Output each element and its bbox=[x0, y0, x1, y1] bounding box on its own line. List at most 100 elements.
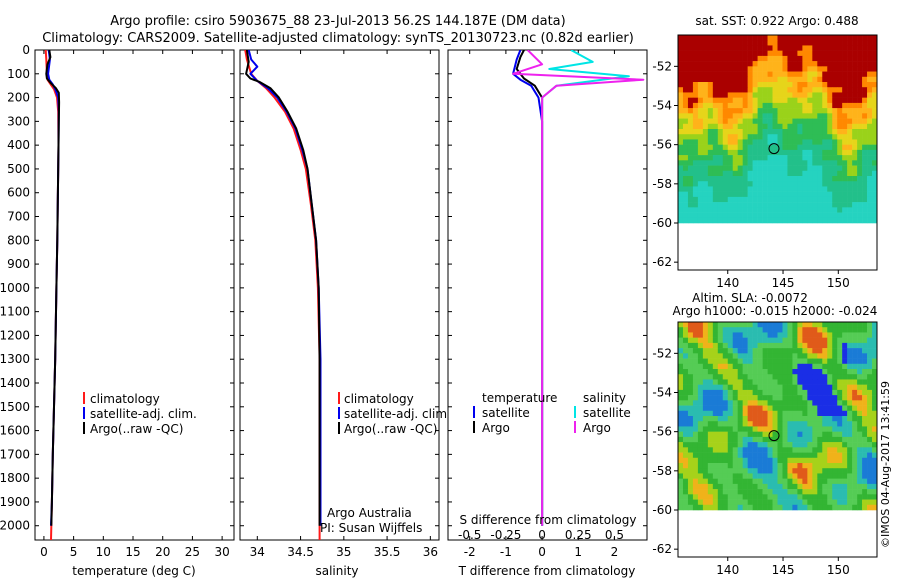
heatmap-cell bbox=[782, 123, 788, 130]
heatmap-cell bbox=[807, 374, 813, 380]
heatmap-cell bbox=[742, 191, 748, 198]
heatmap-cell bbox=[717, 212, 724, 219]
heatmap-cell bbox=[817, 410, 823, 417]
heatmap-cell bbox=[802, 421, 808, 427]
heatmap-cell bbox=[862, 149, 868, 156]
heatmap-cell bbox=[812, 447, 818, 453]
heatmap-cell bbox=[797, 342, 803, 349]
heatmap-cell bbox=[842, 494, 848, 500]
heatmap-cell bbox=[712, 353, 719, 359]
heatmap-cell bbox=[682, 170, 689, 177]
heatmap-cell bbox=[762, 40, 768, 46]
heatmap-cell bbox=[742, 384, 748, 391]
heatmap-cell bbox=[712, 473, 719, 479]
heatmap-cell bbox=[742, 468, 748, 474]
heatmap-cell bbox=[847, 322, 853, 328]
heatmap-cell bbox=[797, 176, 803, 182]
heatmap-cell bbox=[792, 499, 798, 506]
heatmap-cell bbox=[862, 332, 868, 338]
heatmap-cell bbox=[727, 483, 734, 490]
heatmap-cell bbox=[727, 358, 734, 365]
heatmap-cell bbox=[682, 369, 689, 375]
heatmap-cell bbox=[707, 76, 714, 83]
heatmap-cell bbox=[782, 348, 788, 354]
heatmap-cell bbox=[827, 71, 833, 78]
heatmap-cell bbox=[797, 483, 803, 490]
series-line-argo bbox=[245, 50, 321, 526]
heatmap-cell bbox=[872, 374, 878, 380]
heatmap-cell bbox=[822, 405, 828, 412]
heatmap-cell bbox=[712, 405, 719, 412]
heatmap-cell bbox=[692, 473, 699, 479]
heatmap-cell bbox=[717, 191, 724, 198]
heatmap-cell bbox=[757, 489, 763, 495]
heatmap-cell bbox=[678, 102, 684, 109]
heatmap-cell bbox=[872, 149, 878, 156]
heatmap-cell bbox=[757, 155, 763, 161]
heatmap-cell bbox=[742, 40, 748, 46]
heatmap-cell bbox=[732, 71, 738, 78]
heatmap-cell bbox=[827, 457, 833, 464]
heatmap-cell bbox=[692, 149, 699, 156]
heatmap-cell bbox=[702, 123, 709, 130]
x-tick-label: 34.5 bbox=[287, 545, 314, 559]
heatmap-cell bbox=[737, 87, 743, 93]
heatmap-cell bbox=[737, 452, 743, 459]
heatmap-cell bbox=[757, 353, 763, 359]
heatmap-cell bbox=[747, 436, 753, 443]
heatmap-cell bbox=[727, 196, 734, 203]
heatmap-cell bbox=[782, 165, 788, 172]
heatmap-cell bbox=[727, 160, 734, 166]
heatmap-cell bbox=[772, 207, 778, 213]
heatmap-cell bbox=[762, 363, 768, 370]
heatmap-cell bbox=[827, 144, 833, 151]
heatmap-cell bbox=[767, 149, 773, 156]
heatmap-cell bbox=[678, 410, 684, 417]
heatmap-cell bbox=[867, 363, 873, 370]
heatmap-cell bbox=[787, 384, 793, 391]
heatmap-cell bbox=[837, 181, 843, 187]
heatmap-cell bbox=[802, 463, 808, 469]
heatmap-cell bbox=[697, 82, 704, 88]
heatmap-cell bbox=[837, 102, 843, 109]
heatmap-cell bbox=[722, 410, 729, 417]
heatmap-cell bbox=[832, 337, 838, 344]
heatmap-cell bbox=[772, 134, 778, 140]
heatmap-cell bbox=[722, 374, 729, 380]
heatmap-cell bbox=[678, 363, 684, 370]
heatmap-cell bbox=[752, 155, 758, 161]
heatmap-cell bbox=[712, 478, 719, 485]
heatmap-cell bbox=[872, 196, 878, 203]
heatmap-cell bbox=[822, 123, 828, 130]
heatmap-cell bbox=[832, 442, 838, 448]
heatmap-cell bbox=[747, 452, 753, 459]
heatmap-cell bbox=[727, 176, 734, 182]
heatmap-cell bbox=[812, 108, 818, 114]
difference-y-ticks bbox=[448, 49, 647, 527]
heatmap-cell bbox=[822, 45, 828, 51]
heatmap-cell bbox=[802, 337, 808, 344]
heatmap-cell bbox=[837, 363, 843, 370]
heatmap-cell bbox=[707, 149, 714, 156]
heatmap-cell bbox=[872, 66, 878, 72]
heatmap-cell bbox=[707, 348, 714, 354]
heatmap-cell bbox=[802, 176, 808, 182]
heatmap-cell bbox=[832, 468, 838, 474]
heatmap-cell bbox=[762, 504, 768, 511]
heatmap-cell bbox=[772, 61, 778, 67]
heatmap-cell bbox=[852, 473, 858, 479]
heatmap-cell bbox=[787, 436, 793, 443]
heatmap-cell bbox=[742, 348, 748, 354]
heatmap-cell bbox=[742, 436, 748, 443]
heatmap-cell bbox=[817, 384, 823, 391]
heatmap-cell bbox=[737, 55, 743, 62]
heatmap-cell bbox=[747, 442, 753, 448]
heatmap-cell bbox=[867, 55, 873, 62]
heatmap-cell bbox=[762, 55, 768, 62]
heatmap-cell bbox=[678, 45, 684, 51]
heatmap-cell bbox=[687, 165, 694, 172]
heatmap-cell bbox=[757, 478, 763, 485]
heatmap-cell bbox=[792, 463, 798, 469]
heatmap-cell bbox=[678, 55, 684, 62]
heatmap-cell bbox=[862, 186, 868, 192]
